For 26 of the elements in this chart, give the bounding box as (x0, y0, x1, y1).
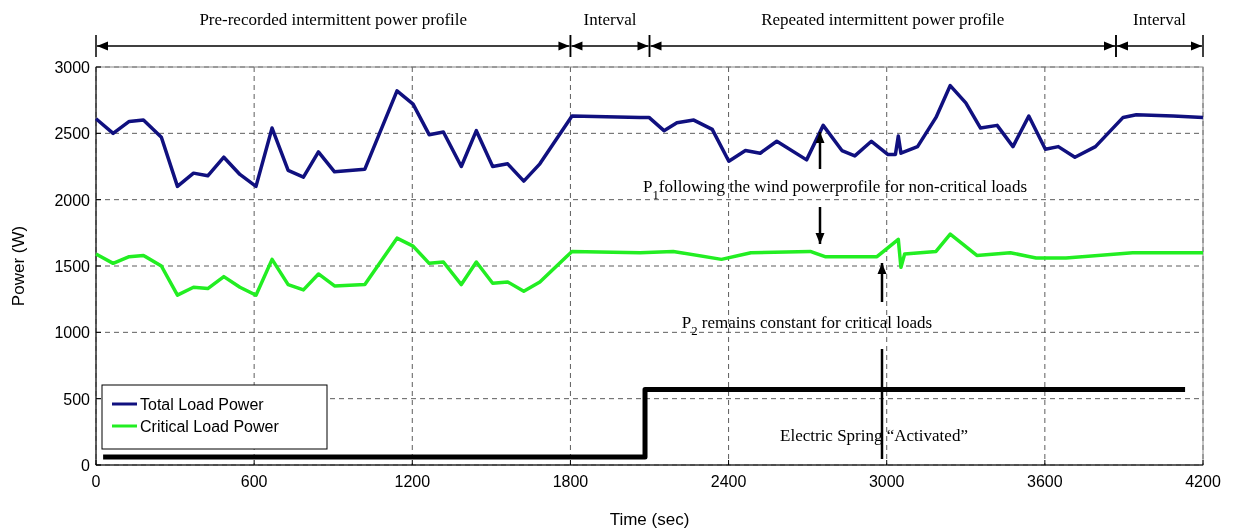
x-tick-label: 3000 (868, 473, 905, 490)
annotation: P$_{2}$ remains constant for critical loads (681, 313, 933, 338)
line-series (94, 232, 1205, 297)
x-tick-label: 600 (240, 473, 268, 490)
legend-label: Critical Load Power (140, 418, 280, 435)
x-tick-label: 4200 (1185, 473, 1221, 490)
annotation: P$_{1}$following the wind powerprofile for non-critical loads (642, 177, 1028, 202)
text: Interval (583, 10, 637, 29)
annotation: Electric Spring “Activated” (780, 426, 968, 445)
x-tick-label: 1200 (394, 473, 431, 490)
y-tick-label: 1000 (54, 324, 91, 342)
x-axis-title: Time (sec) (609, 510, 690, 529)
text: Interval (1133, 10, 1187, 29)
y-axis-title: Power (W) (9, 225, 28, 307)
x-tick-label: 2400 (710, 473, 747, 490)
y-tick-label: 3000 (54, 59, 91, 76)
y-tick-label: 0 (81, 457, 91, 474)
x-tick-label: 3600 (1027, 473, 1063, 490)
y-tick-label: 500 (63, 390, 91, 408)
text: Repeated intermittent power profile (761, 10, 1005, 29)
y-tick-label: 2000 (54, 191, 91, 209)
text: Pre-recorded intermittent power profile (199, 10, 468, 29)
y-tick-label: 2500 (54, 125, 91, 143)
legend-label: Total Load Power (140, 396, 265, 413)
y-tick-label: 1500 (54, 258, 91, 275)
x-tick-label: 1800 (552, 473, 589, 490)
